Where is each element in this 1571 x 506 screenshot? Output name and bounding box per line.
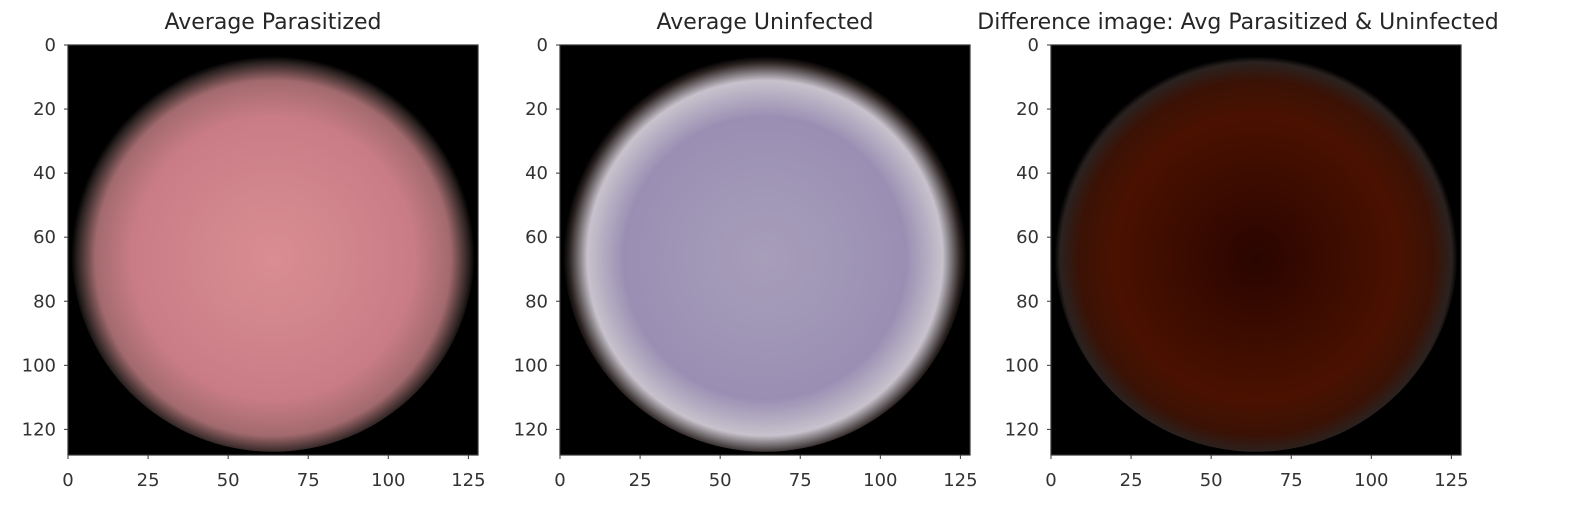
y-tick-label: 40 bbox=[1016, 163, 1039, 184]
x-tick-label: 50 bbox=[709, 470, 732, 491]
averaged-cell-image bbox=[71, 48, 475, 452]
x-tick-label: 125 bbox=[451, 470, 485, 491]
y-tick-label: 60 bbox=[33, 227, 56, 248]
x-tick-label: 50 bbox=[1200, 470, 1223, 491]
x-tick-label: 75 bbox=[789, 470, 812, 491]
y-tick-label: 80 bbox=[1016, 291, 1039, 312]
panel-average-parasitized: Average Parasitized 0 25 50 75 100 125 0 20 40 60… bbox=[0, 0, 520, 506]
y-tick-label: 20 bbox=[1016, 99, 1039, 120]
x-tick-label: 0 bbox=[554, 470, 565, 491]
x-tick-label: 0 bbox=[62, 470, 73, 491]
y-tick-label: 100 bbox=[22, 355, 56, 376]
y-tick-label: 20 bbox=[525, 99, 548, 120]
x-tick-label: 25 bbox=[1120, 470, 1143, 491]
heatmap-plot: 0 25 50 75 100 125 0 20 40 60 80 100 120 bbox=[1005, 35, 1469, 491]
y-tick-label: 120 bbox=[22, 419, 56, 440]
y-tick-label: 20 bbox=[33, 99, 56, 120]
x-tick-label: 0 bbox=[1045, 470, 1056, 491]
y-tick-label: 0 bbox=[1028, 35, 1039, 56]
x-tick-label: 100 bbox=[1354, 470, 1388, 491]
x-tick-label: 100 bbox=[371, 470, 405, 491]
heatmap-plot: 0 25 50 75 100 125 0 20 40 60 80 100 120 bbox=[514, 35, 978, 491]
x-tick-label: 100 bbox=[863, 470, 897, 491]
x-tick-label: 125 bbox=[1434, 470, 1468, 491]
y-tick-label: 0 bbox=[537, 35, 548, 56]
plot-frame bbox=[1050, 44, 1462, 456]
y-tick-label: 100 bbox=[1005, 355, 1039, 376]
y-tick-label: 120 bbox=[1005, 419, 1039, 440]
x-tick-label: 75 bbox=[297, 470, 320, 491]
averaged-cell-image bbox=[1054, 48, 1458, 452]
y-tick-label: 60 bbox=[1016, 227, 1039, 248]
panel-title: Average Uninfected bbox=[656, 10, 874, 35]
y-tick-label: 60 bbox=[525, 227, 548, 248]
panel-title: Average Parasitized bbox=[164, 10, 382, 35]
y-tick-label: 40 bbox=[33, 163, 56, 184]
panel-title: Difference image: Avg Parasitized & Unin… bbox=[977, 10, 1499, 35]
x-tick-label: 25 bbox=[137, 470, 160, 491]
panel-average-uninfected: Average Uninfected 0 25 50 75 100 125 0 20 40 60 8… bbox=[492, 0, 1012, 506]
x-tick-label: 25 bbox=[629, 470, 652, 491]
plot-frame bbox=[67, 44, 479, 456]
x-tick-label: 125 bbox=[943, 470, 977, 491]
panel-difference-image: Difference image: Avg Parasitized & Unin… bbox=[977, 0, 1503, 506]
y-tick-label: 80 bbox=[525, 291, 548, 312]
plot-frame bbox=[559, 44, 971, 456]
x-tick-label: 50 bbox=[217, 470, 240, 491]
y-tick-label: 40 bbox=[525, 163, 548, 184]
y-tick-label: 100 bbox=[514, 355, 548, 376]
heatmap-plot: 0 25 50 75 100 125 0 20 40 60 80 100 120 bbox=[22, 35, 486, 491]
y-tick-label: 120 bbox=[514, 419, 548, 440]
x-tick-label: 75 bbox=[1280, 470, 1303, 491]
y-tick-label: 80 bbox=[33, 291, 56, 312]
y-tick-label: 0 bbox=[45, 35, 56, 56]
averaged-cell-image bbox=[563, 48, 967, 452]
